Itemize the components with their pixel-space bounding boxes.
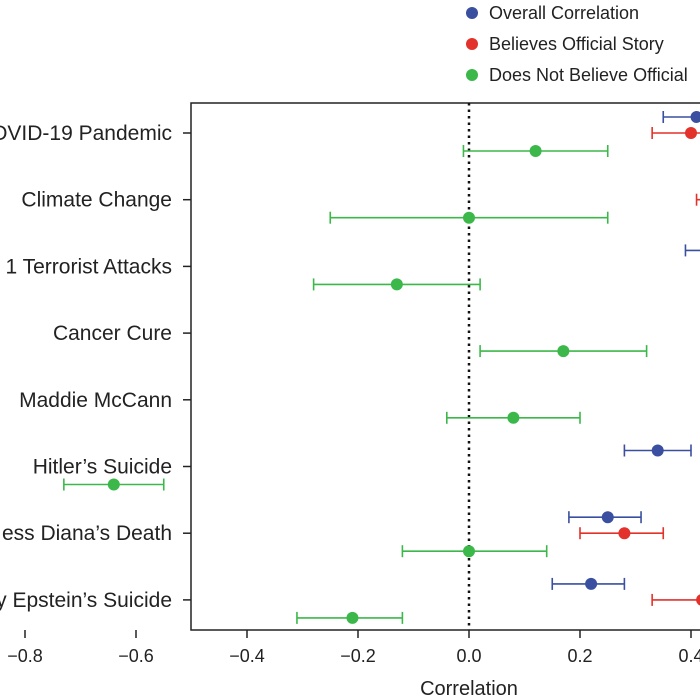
data-point (529, 145, 542, 157)
x-tick-label: −0.6 (118, 646, 154, 666)
x-tick-label: 0.2 (567, 646, 592, 666)
error-bar-group (401, 545, 548, 558)
category-label: Maddie McCann (19, 389, 172, 412)
x-tick-label: −0.4 (229, 646, 265, 666)
category-label: ess Diana’s Death (2, 522, 172, 545)
error-bar-group (479, 345, 648, 358)
data-point (557, 345, 570, 358)
data-point (107, 478, 120, 491)
category-label: Cancer Cure (53, 322, 172, 345)
category-label: OVID-19 Pandemic (0, 122, 172, 145)
error-bar-group (296, 611, 404, 624)
error-bar-group (568, 511, 642, 524)
data-point (618, 527, 631, 540)
data-point (651, 444, 664, 457)
legend-label: Overall Correlation (489, 3, 639, 23)
error-bar-group (662, 111, 700, 123)
x-tick-label: −0.2 (340, 646, 376, 666)
x-tick-label: 0.4 (678, 646, 700, 666)
error-bar-group (551, 577, 626, 590)
data-point (690, 111, 700, 123)
error-bar-group (651, 593, 700, 606)
data-point (463, 545, 475, 558)
legend-marker (466, 69, 478, 81)
category-label: 1 Terrorist Attacks (5, 255, 172, 278)
data-point (585, 577, 598, 590)
plot-frame (190, 102, 700, 631)
error-bar-group (312, 278, 481, 291)
legend-label: Does Not Believe Official (489, 65, 688, 85)
category-axis: OVID-19 Pandemic Climate Change 1 Terroris… (0, 122, 191, 612)
x-axis-title: Correlation (420, 678, 518, 700)
category-label: Hitler’s Suicide (33, 456, 172, 479)
error-bar-group (651, 127, 700, 139)
legend-label: Believes Official Story (489, 34, 664, 54)
category-label: y Epstein’s Suicide (0, 589, 172, 612)
error-bar-group (695, 193, 700, 206)
x-tick-label: 0.0 (456, 646, 481, 666)
data-point (507, 411, 520, 424)
error-bar-group (579, 527, 665, 540)
legend: Overall Correlation Believes Official Sto… (466, 3, 688, 85)
data-point (390, 278, 403, 291)
x-axis: −1.0−0.8−0.6−0.4−0.20.00.20.40.60.8 (7, 630, 700, 666)
data-marks (63, 111, 700, 624)
x-tick-label: −0.8 (7, 646, 43, 666)
data-point (685, 127, 697, 139)
category-label: Climate Change (21, 189, 172, 212)
error-bar-group (445, 411, 581, 424)
error-bar-group (63, 478, 165, 491)
data-point (463, 211, 475, 224)
data-point (346, 611, 359, 624)
legend-marker (466, 7, 478, 19)
error-bar-group (462, 145, 609, 157)
data-point (696, 594, 700, 606)
legend-marker (466, 38, 478, 50)
error-bar-group (329, 211, 609, 224)
error-bar-group (623, 444, 692, 457)
data-point (601, 511, 614, 524)
error-bar-group (684, 244, 700, 257)
